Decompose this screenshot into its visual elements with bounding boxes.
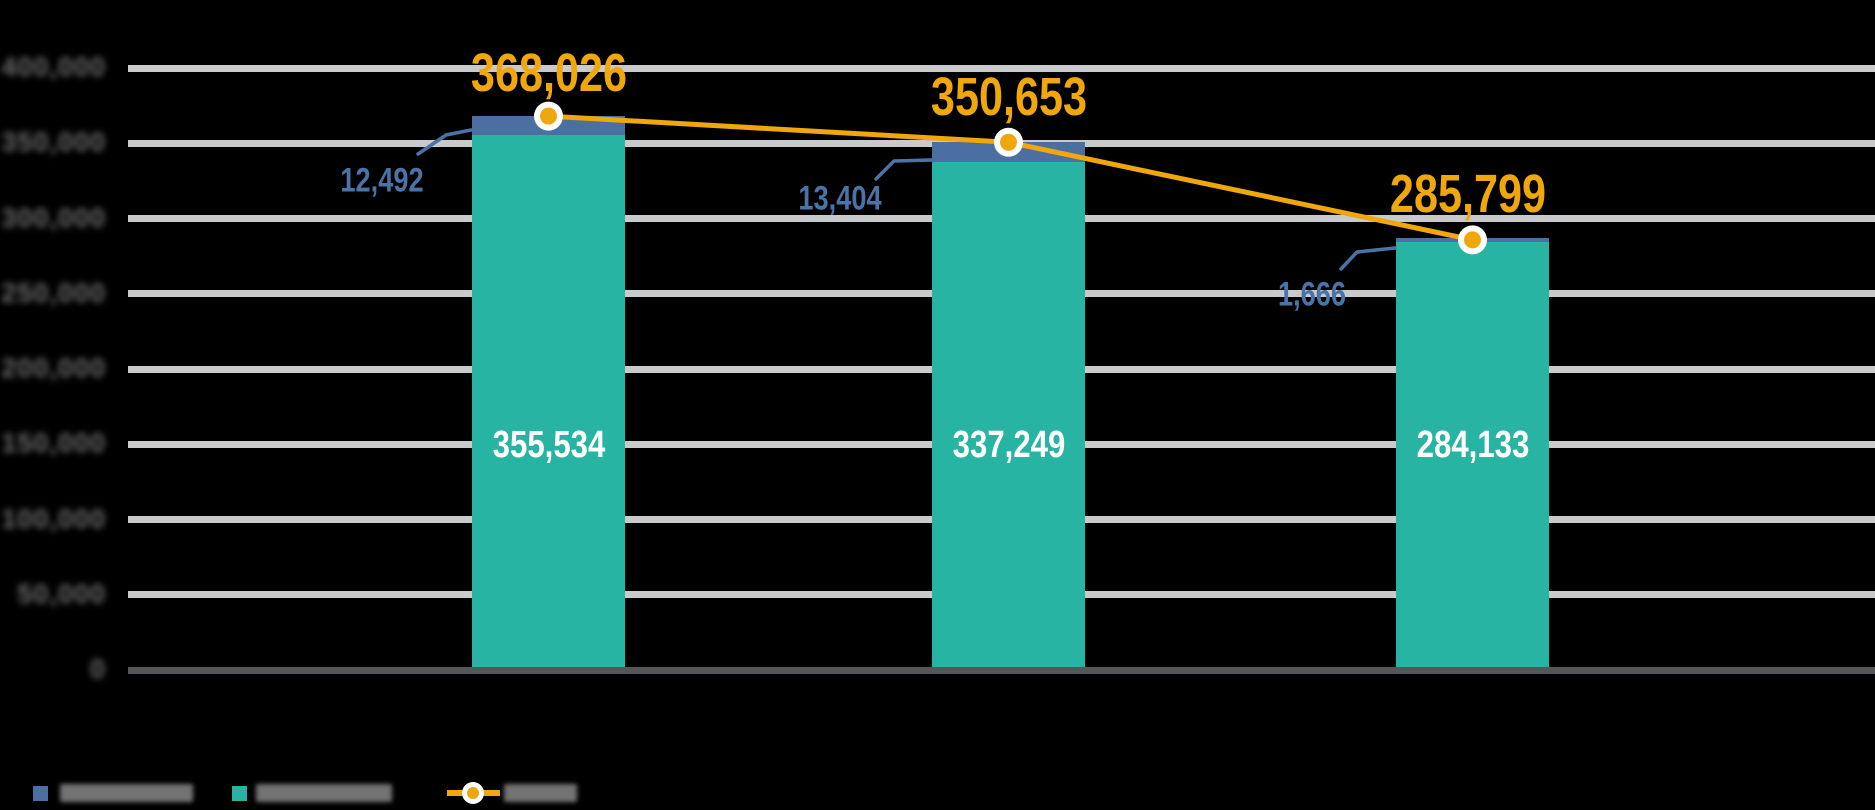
cap-value-label: 13,404 [798,179,882,218]
bar-segment-teal[interactable] [1396,242,1549,667]
line-marker-dot[interactable] [1000,133,1017,151]
bar-segment-teal[interactable] [932,162,1085,667]
cap-annotation-leader-line [874,158,933,181]
y-axis-tick-label: 0 [89,654,106,684]
total-value-label: 350,653 [930,67,1088,127]
y-axis-tick-label: 200,000 [1,353,106,383]
legend-swatch-square[interactable] [33,786,48,801]
legend-label-redacted [256,784,392,802]
y-axis-tick-label: 150,000 [1,428,106,459]
y-axis-tick-label: 50,000 [17,578,106,609]
y-axis-tick-label: 300,000 [1,202,106,233]
bar-value-label: 355,534 [492,424,605,466]
cap-value-label: 12,492 [340,161,424,200]
y-axis-tick-label: 100,000 [1,503,106,534]
total-value-label: 285,799 [1389,164,1547,224]
cap-value-label: 1,666 [1277,275,1347,314]
bar-segment-teal[interactable] [472,134,625,667]
legend-label-redacted [60,784,193,802]
line-marker-dot[interactable] [1464,231,1481,249]
legend-marker-dot [467,787,479,799]
y-axis-tick-label: 350,000 [1,127,106,158]
y-axis-tick-label: 400,000 [1,52,106,82]
total-value-label: 368,026 [470,43,628,103]
cap-annotation-leader-line [1339,246,1397,271]
cap-annotation-leader-line [416,128,473,156]
bar-value-label: 337,249 [952,424,1065,466]
y-axis-tick-label: 250,000 [1,277,106,308]
bar-value-label: 284,133 [1416,424,1529,466]
gridline [128,64,1875,72]
legend-label-redacted [504,784,577,802]
legend-swatch-square[interactable] [232,786,247,801]
x-axis-baseline [128,666,1875,674]
line-marker-dot[interactable] [540,107,557,125]
